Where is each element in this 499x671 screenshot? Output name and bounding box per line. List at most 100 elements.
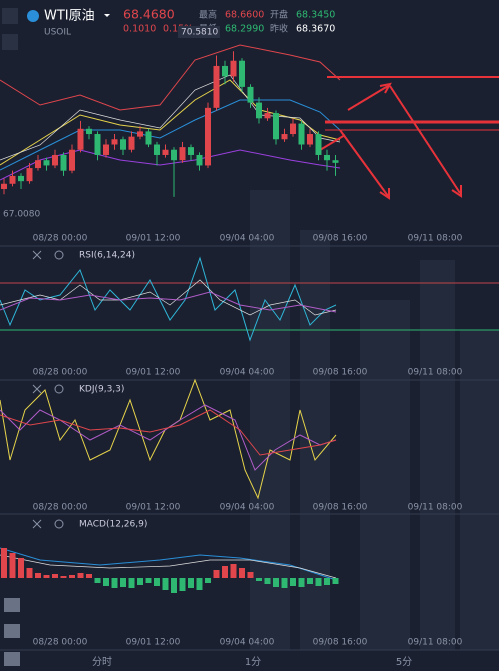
candle-body [162, 149, 169, 155]
indicator-label: KDJ(9,3,3) [79, 385, 124, 395]
macd-bar [222, 566, 228, 578]
macd-bar [128, 578, 135, 588]
candle-body [9, 175, 16, 184]
candle-body [69, 149, 75, 171]
candle-body [120, 139, 126, 150]
candle-body [111, 139, 118, 145]
side-tools[interactable] [4, 598, 20, 666]
date-label: 08/28 00:00 [33, 234, 88, 244]
date-label: 08/28 00:00 [33, 503, 88, 513]
tab[interactable]: 1分 [245, 656, 261, 668]
date-label: 09/11 08:00 [408, 503, 463, 513]
stat-value: 68.3670 [296, 24, 335, 35]
symbol-code: USOIL [44, 28, 71, 38]
last-price: 68.4680 [123, 7, 175, 22]
macd-bar [60, 576, 67, 578]
candle-body [43, 160, 50, 166]
macd-bar [290, 578, 296, 586]
candle-body [256, 102, 262, 119]
candle-body [273, 113, 279, 140]
macd-bar [35, 573, 41, 578]
macd-bar [179, 578, 186, 591]
candle-body [324, 154, 330, 161]
candle-body [154, 144, 160, 155]
rsi-lines [0, 256, 337, 342]
candle-body [18, 175, 24, 182]
annotation-lines [319, 76, 499, 200]
macd-bar [94, 578, 101, 583]
macd-bar [162, 578, 169, 590]
candle-body [60, 154, 67, 171]
change: 0.1010 [123, 24, 156, 35]
macd-bar [154, 578, 160, 586]
tab[interactable]: 5分 [396, 656, 412, 668]
max-price: 70.5810 [181, 28, 218, 38]
candle-body [290, 123, 296, 135]
date-label: 09/08 16:00 [313, 503, 368, 513]
macd-bar [315, 578, 322, 586]
candle-body [128, 136, 135, 150]
candle-body [94, 134, 101, 155]
candle-body [239, 60, 245, 87]
macd-bar [324, 578, 330, 585]
overlays [0, 44, 341, 181]
symbol[interactable]: WTI原油 [44, 9, 95, 24]
date-label: 09/04 04:00 [220, 638, 275, 648]
macd-bar [230, 564, 237, 578]
candle-body [145, 131, 152, 145]
macd-bar [26, 568, 33, 578]
macd-bar [9, 553, 16, 578]
candle-body [222, 65, 228, 77]
date-label: 09/08 16:00 [313, 368, 368, 378]
dropdown-arrow[interactable] [104, 14, 110, 17]
macd-bar [239, 568, 245, 578]
indicator-label: MACD(12,26,9) [79, 520, 147, 530]
candle-body [196, 154, 203, 166]
date-label: 08/28 00:00 [33, 368, 88, 378]
date-label: 09/11 08:00 [408, 234, 463, 244]
candle-body [264, 113, 271, 119]
macd-bar [120, 578, 126, 587]
tab[interactable]: 分时 [92, 656, 112, 668]
draw-button[interactable] [2, 34, 18, 50]
macd-bar [69, 575, 75, 578]
panel-icons[interactable] [32, 250, 64, 529]
candle-body [298, 123, 305, 145]
date-label: 09/08 16:00 [313, 638, 368, 648]
separators [0, 245, 499, 651]
candle-body [205, 107, 211, 166]
date-label: 09/01 12:00 [126, 234, 181, 244]
date-label: 09/11 08:00 [408, 638, 463, 648]
date-label: 09/11 08:00 [408, 368, 463, 378]
date-label: 08/28 00:00 [33, 638, 88, 648]
date-label: 09/01 12:00 [126, 638, 181, 648]
candle-body [230, 60, 237, 77]
macd-bar [86, 574, 92, 578]
candle-body [52, 154, 58, 166]
macd-bar [145, 578, 152, 583]
kdj-lines [0, 378, 337, 500]
macd-bar [205, 578, 211, 583]
macd-bar [307, 578, 313, 584]
date-label: 09/04 04:00 [220, 368, 275, 378]
macd-bar [196, 578, 203, 590]
candle-body [213, 65, 220, 108]
candle-body [179, 147, 186, 161]
candle-body [332, 160, 339, 163]
stat-label: 最高 [199, 9, 217, 21]
date-label: 09/01 12:00 [126, 503, 181, 513]
date-label: 09/01 12:00 [126, 368, 181, 378]
date-label: 09/04 04:00 [220, 503, 275, 513]
candle-body [281, 134, 288, 140]
macd-bar [298, 578, 305, 587]
fullscreen-button[interactable] [2, 8, 18, 24]
macd-bar [171, 578, 177, 593]
macd-bar [18, 558, 24, 578]
macd-bar [137, 578, 143, 585]
date-label: 09/08 16:00 [313, 234, 368, 244]
macd-bar [264, 578, 271, 584]
macd-bar [77, 573, 84, 578]
macd-bar [52, 574, 58, 578]
candle-body [171, 149, 177, 161]
